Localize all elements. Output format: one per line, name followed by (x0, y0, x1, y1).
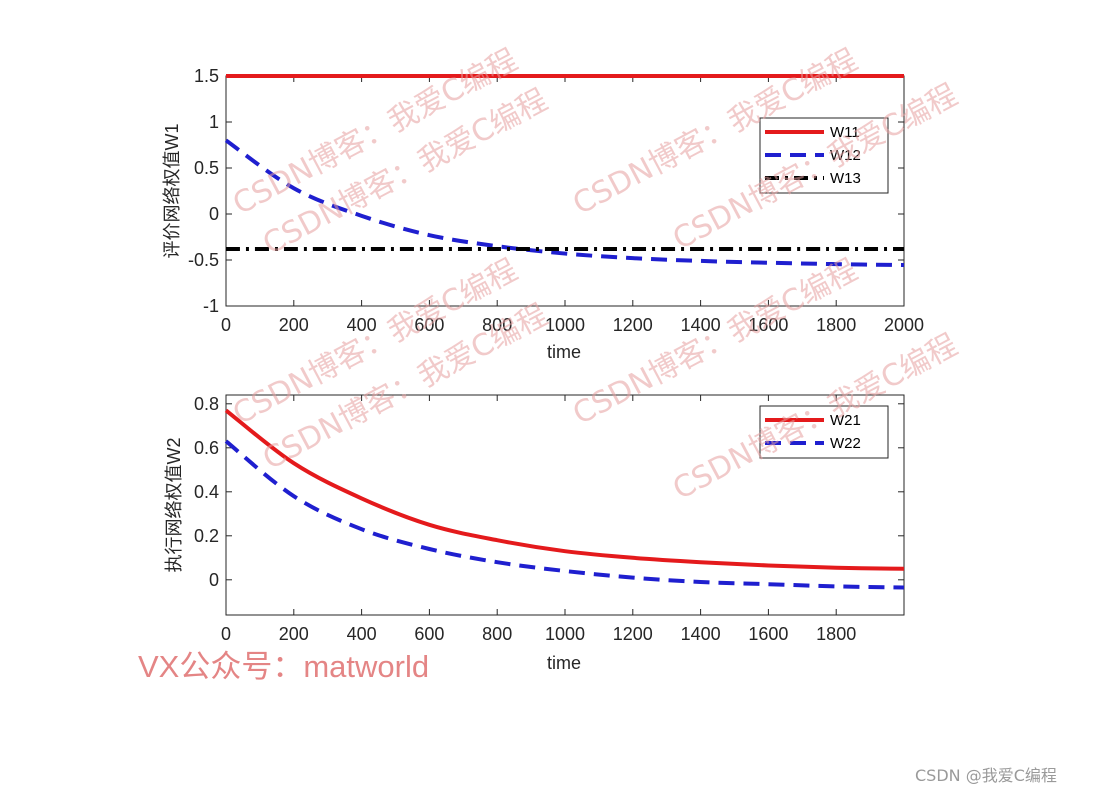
x-tick-label: 800 (482, 624, 512, 644)
legend-label-w21: W21 (830, 412, 861, 429)
x-tick-label: 1000 (545, 315, 585, 335)
legend-label-w22: W22 (830, 435, 861, 452)
y-axis-label: 执行网络权值W2 (164, 438, 184, 573)
legend-label-w13: W13 (830, 170, 861, 187)
chart-1: 0 200 400 600 800 1000 1200 1400 1600 1800 2000 -1 -… (162, 66, 924, 362)
x-tick-label: 600 (414, 315, 444, 335)
x-tick-label: 200 (279, 624, 309, 644)
x-tick-label: 600 (414, 624, 444, 644)
x-axis-label: time (547, 653, 581, 673)
series-line-w12 (224, 138, 905, 268)
x-tick-label: 1200 (613, 624, 653, 644)
y-tick-label: 1.5 (194, 66, 219, 86)
x-tick-label: 1600 (748, 315, 788, 335)
y-tick-label: 0.6 (194, 438, 219, 458)
x-tick-label: 0 (221, 315, 231, 335)
y-tick-label: 0 (209, 204, 219, 224)
x-tick-label: 1600 (748, 624, 788, 644)
y-tick-label: 0.4 (194, 482, 219, 502)
legend: W11 W12 W13 (759, 117, 889, 194)
series-line-w21 (224, 408, 905, 571)
y-tick-label: 0 (209, 570, 219, 590)
y-tick-label: 0.8 (194, 394, 219, 414)
y-tick-label: -0.5 (188, 250, 219, 270)
legend-label-w12: W12 (830, 147, 861, 164)
x-tick-label: 1000 (545, 624, 585, 644)
y-tick-label: 0.2 (194, 526, 219, 546)
x-tick-label: 1800 (816, 315, 856, 335)
x-tick-label: 1800 (816, 624, 856, 644)
y-tick-label: 0.5 (194, 158, 219, 178)
y-tick-label: 1 (209, 112, 219, 132)
y-tick-label: -1 (203, 296, 219, 316)
x-tick-label: 400 (347, 315, 377, 335)
x-tick-label: 1200 (613, 315, 653, 335)
chart-2: 0 200 400 600 800 1000 1200 1400 1600 1800 0 0.2 0.4… (164, 394, 905, 673)
y-axis-label: 评价网络权值W1 (162, 124, 182, 259)
legend-label-w11: W11 (830, 124, 860, 141)
x-tick-label: 1400 (681, 624, 721, 644)
x-tick-label: 800 (482, 315, 512, 335)
legend-box (759, 405, 889, 459)
vx-watermark: VX公众号：matworld (138, 649, 429, 684)
x-tick-label: 2000 (884, 315, 924, 335)
x-tick-label: 400 (347, 624, 377, 644)
series-line-w22 (224, 439, 905, 590)
x-tick-label: 1400 (681, 315, 721, 335)
footer-watermark: CSDN @我爱C编程 (915, 766, 1057, 785)
x-tick-label: 0 (221, 624, 231, 644)
x-tick-label: 200 (279, 315, 309, 335)
x-axis-label: time (547, 342, 581, 362)
